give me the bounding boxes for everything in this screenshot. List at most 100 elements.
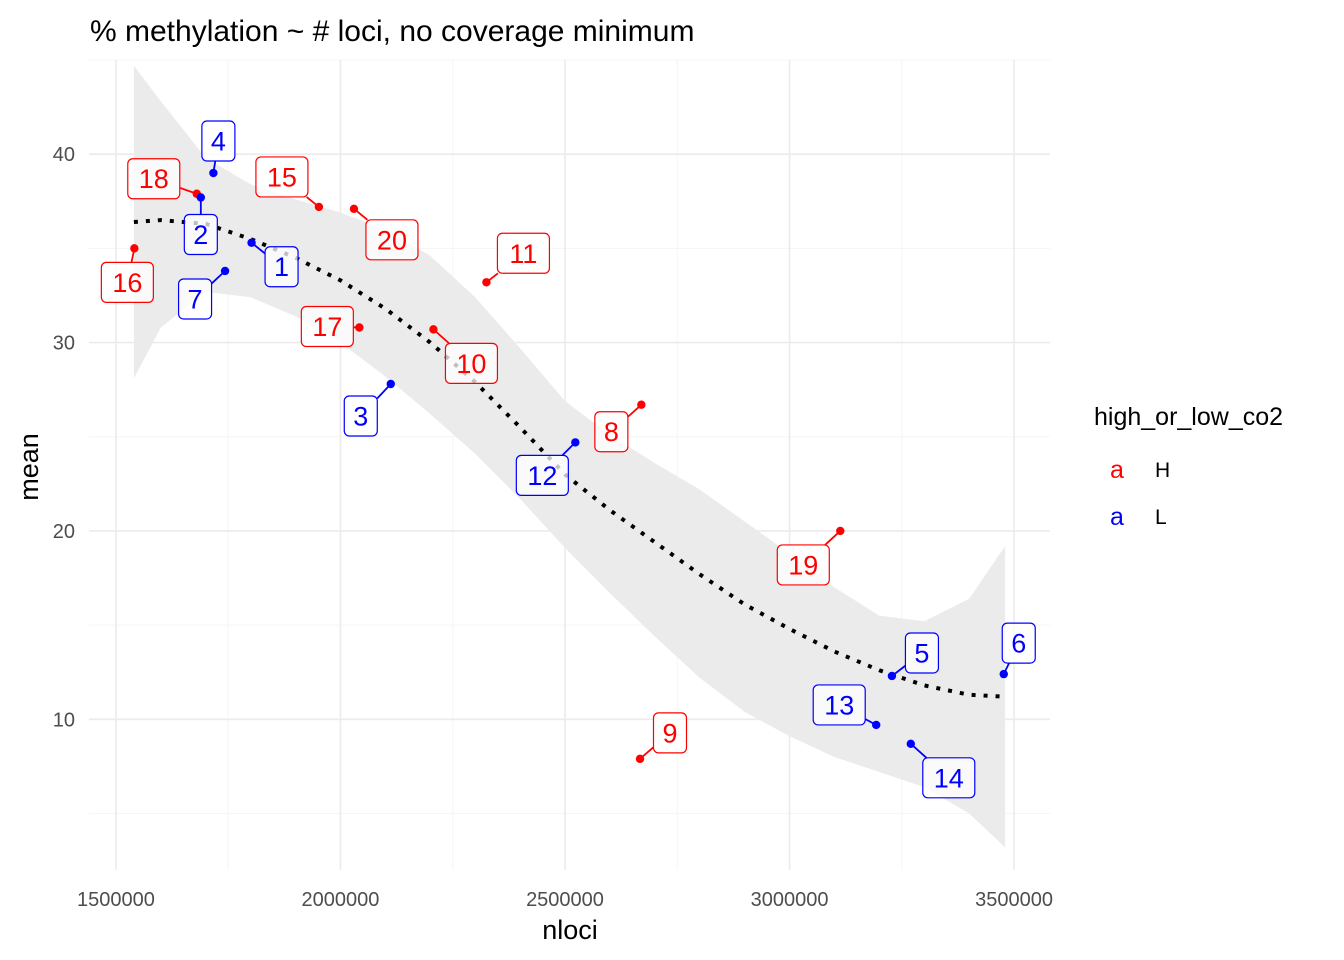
- x-tick-label: 3500000: [975, 889, 1053, 911]
- y-axis-label: mean: [14, 433, 44, 501]
- point-label: 6: [1001, 622, 1036, 664]
- point-label-text: 10: [456, 349, 486, 379]
- point-label-text: 20: [377, 225, 407, 255]
- point-label: 4: [201, 120, 236, 162]
- legend-entries: a Ha L: [1110, 456, 1170, 531]
- point-layer: [130, 168, 1008, 764]
- legend-key: a: [1110, 456, 1124, 484]
- data-point: [209, 168, 218, 178]
- point-label-box: [496, 232, 551, 274]
- point-label-box: [127, 158, 181, 200]
- point-label: 12: [515, 454, 569, 496]
- y-tick-label: 10: [53, 709, 75, 731]
- data-point: [130, 244, 139, 253]
- point-label-box: [365, 219, 419, 261]
- point-label-box: [343, 395, 378, 437]
- data-point: [887, 671, 897, 681]
- point-label-box: [776, 544, 830, 586]
- data-point: [872, 720, 881, 730]
- point-label: 14: [922, 757, 976, 799]
- data-point: [906, 739, 915, 748]
- point-label: 8: [594, 411, 629, 453]
- point-label-box: [444, 342, 499, 384]
- data-point: [220, 266, 230, 276]
- point-label-text: 11: [509, 239, 537, 269]
- point-label-box: [177, 278, 213, 320]
- point-label-text: 14: [934, 763, 964, 793]
- x-axis-ticks: 1500000 2000000 2500000 3000000 3500000: [77, 889, 1053, 911]
- data-point: [571, 438, 580, 447]
- x-axis-label: nloci: [542, 915, 598, 945]
- point-label-text: 4: [211, 127, 226, 157]
- data-point: [386, 379, 395, 389]
- y-axis-ticks: 10 20 30 40: [53, 144, 75, 731]
- point-label-text: 1: [274, 252, 289, 282]
- point-label: 2: [183, 213, 218, 256]
- x-tick-label: 2000000: [302, 889, 380, 911]
- point-label-box: [255, 156, 309, 198]
- point-label-box: [201, 120, 236, 162]
- point-label-box: [100, 261, 154, 303]
- legend: high_or_low_co2 a Ha L: [1094, 403, 1283, 531]
- point-label-text: 2: [193, 220, 208, 250]
- point-label-box: [922, 757, 976, 799]
- point-label-text: 16: [112, 268, 142, 298]
- point-label-text: 17: [312, 312, 342, 342]
- point-label: 19: [776, 544, 830, 586]
- legend-label: H: [1155, 459, 1170, 482]
- point-label-box: [183, 213, 218, 256]
- point-label-box: [652, 712, 688, 754]
- legend-key: a: [1110, 503, 1124, 531]
- point-label-text: 3: [353, 402, 368, 432]
- confidence-ribbon: [133, 65, 1006, 848]
- data-point: [836, 526, 845, 536]
- x-tick-label: 1500000: [77, 889, 155, 911]
- point-label-text: 19: [788, 550, 818, 580]
- data-point: [247, 238, 256, 247]
- x-tick-label: 2500000: [526, 889, 604, 911]
- data-point: [635, 754, 645, 764]
- point-label: 5: [904, 632, 940, 674]
- y-tick-label: 30: [53, 333, 75, 355]
- point-label-text: 7: [188, 284, 203, 314]
- chart-title: % methylation ~ # loci, no coverage mini…: [90, 15, 694, 48]
- data-point: [349, 204, 359, 214]
- point-label-box: [594, 411, 629, 453]
- point-label-text: 13: [824, 690, 854, 720]
- point-label-text: 9: [662, 718, 677, 748]
- point-label: 20: [365, 219, 419, 261]
- point-label-text: 5: [914, 638, 929, 668]
- point-label-box: [515, 454, 569, 496]
- data-point: [999, 669, 1008, 679]
- point-label-text: 18: [139, 164, 169, 194]
- data-point: [355, 323, 364, 332]
- point-label: 17: [300, 305, 354, 348]
- point-label: 3: [343, 395, 378, 437]
- point-label-box: [1001, 622, 1036, 664]
- data-point: [196, 193, 206, 202]
- point-label-text: 8: [604, 417, 619, 447]
- smooth-ribbon-layer: [133, 65, 1006, 848]
- y-tick-label: 20: [53, 521, 75, 543]
- data-point: [429, 325, 438, 334]
- point-label: 7: [177, 278, 213, 320]
- point-label: 16: [100, 261, 154, 303]
- data-point: [314, 202, 324, 212]
- point-label: 11: [496, 232, 551, 274]
- point-label-layer: 16 18 4 2 7 1 15 20 17 3 10 11 12 8 9 19 13 14 5 6: [100, 120, 1036, 799]
- point-label-text: 12: [527, 461, 557, 491]
- x-tick-label: 3000000: [751, 889, 829, 911]
- point-label-box: [300, 305, 354, 348]
- point-label-text: 15: [267, 162, 297, 192]
- point-label-box: [812, 684, 866, 726]
- grid-minor: [89, 59, 1050, 870]
- data-point: [637, 400, 646, 409]
- y-tick-label: 40: [53, 144, 75, 166]
- data-point: [482, 278, 491, 287]
- legend-title: high_or_low_co2: [1094, 403, 1283, 431]
- point-label: 10: [444, 342, 499, 384]
- point-label: 9: [652, 712, 688, 754]
- point-label: 13: [812, 684, 866, 726]
- point-label-box: [264, 246, 299, 288]
